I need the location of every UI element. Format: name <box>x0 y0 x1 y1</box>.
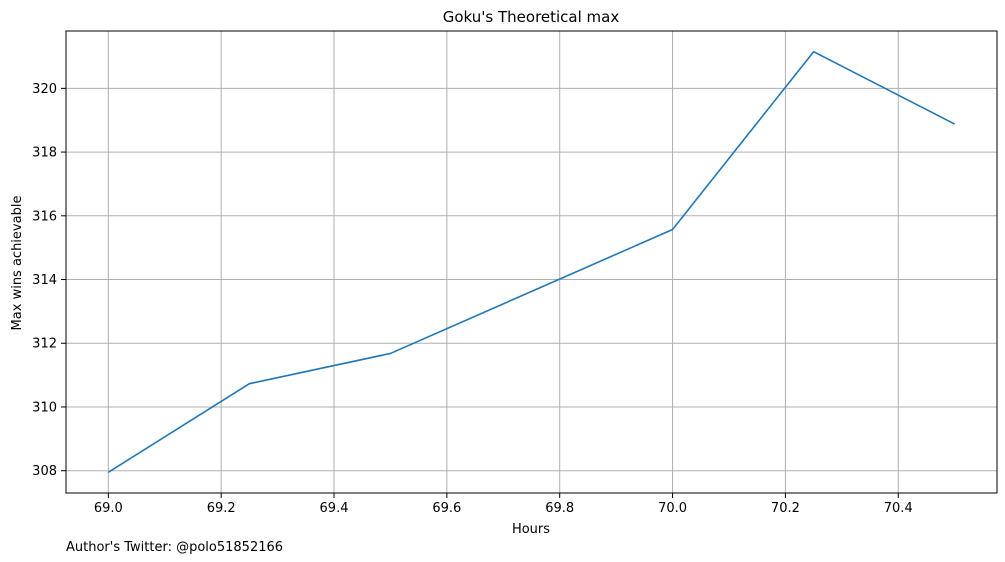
plot-frame <box>65 30 998 494</box>
y-axis-ticks: 308 310 312 314 316 318 320 <box>32 82 66 479</box>
grid <box>66 31 997 493</box>
x-tick-label: 70.4 <box>884 501 913 516</box>
series-layer <box>107 50 956 473</box>
y-tick-label: 318 <box>32 146 57 161</box>
x-axis-label: Hours <box>512 522 550 537</box>
x-tick-label: 69.6 <box>432 501 461 516</box>
x-tick-label: 69.8 <box>545 501 574 516</box>
y-tick-label: 316 <box>32 209 57 224</box>
y-tick-label: 308 <box>32 464 57 479</box>
y-tick-label: 312 <box>32 337 57 352</box>
x-axis-ticks: 69.0 69.2 69.4 69.6 69.8 70.0 70.2 70.4 <box>94 493 913 516</box>
y-tick-label: 310 <box>32 400 57 415</box>
x-tick-label: 70.0 <box>658 501 687 516</box>
chart-title: Goku's Theoretical max <box>443 8 620 26</box>
series-line <box>107 50 956 473</box>
y-tick-label: 314 <box>32 273 57 288</box>
x-tick-label: 70.2 <box>771 501 800 516</box>
y-tick-label: 320 <box>32 82 57 97</box>
x-tick-label: 69.2 <box>207 501 236 516</box>
x-tick-label: 69.4 <box>320 501 349 516</box>
x-tick-label: 69.0 <box>94 501 123 516</box>
author-footnote: Author's Twitter: @polo51852166 <box>66 540 283 555</box>
y-axis-label: Max wins achievable <box>10 196 25 331</box>
